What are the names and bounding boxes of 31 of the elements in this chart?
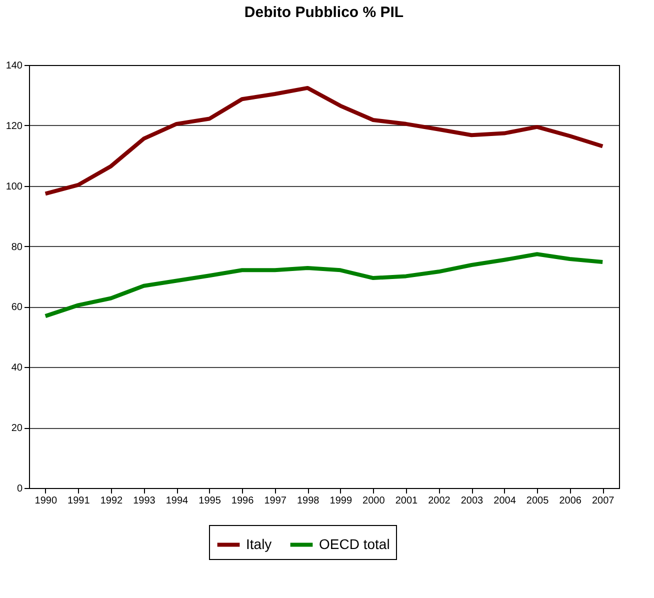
y-tick-label: 120 [6, 120, 23, 132]
chart-title: Debito Pubblico % PIL [244, 4, 404, 21]
x-tick-label: 1992 [100, 496, 124, 506]
x-tick-label: 1991 [68, 496, 90, 506]
y-tick-label: 40 [11, 362, 23, 374]
x-tick-label: 2002 [428, 496, 451, 506]
y-tick-label: 100 [6, 181, 23, 192]
x-tick-label: 2006 [559, 496, 582, 506]
x-tick-label: 1990 [34, 496, 58, 506]
y-tick-label: 60 [11, 302, 23, 314]
legend-label: Italy [246, 536, 272, 552]
y-tick-label: 140 [6, 60, 23, 72]
x-tick-label: 2003 [460, 496, 484, 506]
x-tick-label: 2000 [362, 496, 386, 506]
x-tick-label: 2001 [395, 496, 418, 506]
line-series [43, 86, 605, 196]
x-tick-label: 2004 [494, 496, 516, 506]
x-tick-label: 1995 [198, 496, 222, 506]
x-tick-label: 1999 [330, 496, 352, 506]
line-series [43, 252, 605, 318]
y-tick-label: 0 [16, 484, 23, 494]
x-tick-label: 2005 [526, 496, 550, 506]
x-tick-label: 1994 [166, 496, 189, 506]
legend-label: OECD total [319, 536, 390, 552]
y-tick-label: 80 [11, 242, 23, 253]
y-tick-label: 20 [11, 423, 23, 434]
x-tick-label: 1997 [264, 496, 287, 506]
x-tick-label: 2007 [592, 496, 615, 506]
x-tick-label: 1993 [133, 496, 156, 506]
x-tick-label: 1996 [231, 496, 254, 506]
x-tick-label: 1998 [296, 496, 320, 506]
